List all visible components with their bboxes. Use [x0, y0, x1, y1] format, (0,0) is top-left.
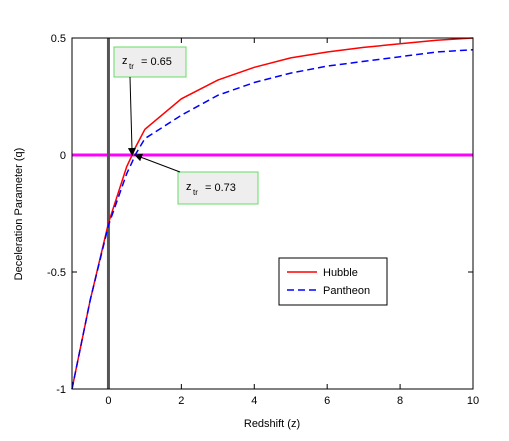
legend-box	[278, 257, 388, 306]
annotation-subscript: tr	[129, 62, 134, 71]
annotation-symbol: z	[122, 55, 128, 67]
x-tick-label: 2	[178, 395, 184, 407]
annotation-arrow	[134, 153, 181, 173]
series-line	[71, 48, 474, 390]
x-tick-label: 10	[467, 395, 479, 407]
x-tick-label: 8	[397, 395, 403, 407]
series-line	[71, 37, 474, 390]
annotation-box	[177, 171, 259, 205]
annotation-arrow	[127, 76, 136, 156]
x-tick-label: 4	[251, 395, 257, 407]
annotation-box	[113, 46, 187, 78]
y-tick-label: 0.5	[51, 33, 66, 45]
annotation-text: = 0.65	[141, 56, 172, 68]
y-tick-label: 0	[60, 150, 66, 162]
y-tick-label: -0.5	[47, 267, 66, 279]
x-tick-label: 0	[105, 395, 111, 407]
y-tick-label: -1	[56, 384, 66, 396]
legend-label: Hubble	[323, 267, 358, 279]
x-axis-label: Redshift (z)	[244, 418, 300, 430]
y-axis-label: Deceleration Parameter (q)	[13, 148, 25, 281]
annotation-text: = 0.73	[205, 182, 236, 194]
legend-label: Pantheon	[323, 285, 370, 297]
plot-frame	[71, 37, 474, 390]
x-tick-label: 6	[324, 395, 330, 407]
annotation-symbol: z	[186, 181, 192, 193]
annotation-subscript: tr	[193, 188, 198, 197]
